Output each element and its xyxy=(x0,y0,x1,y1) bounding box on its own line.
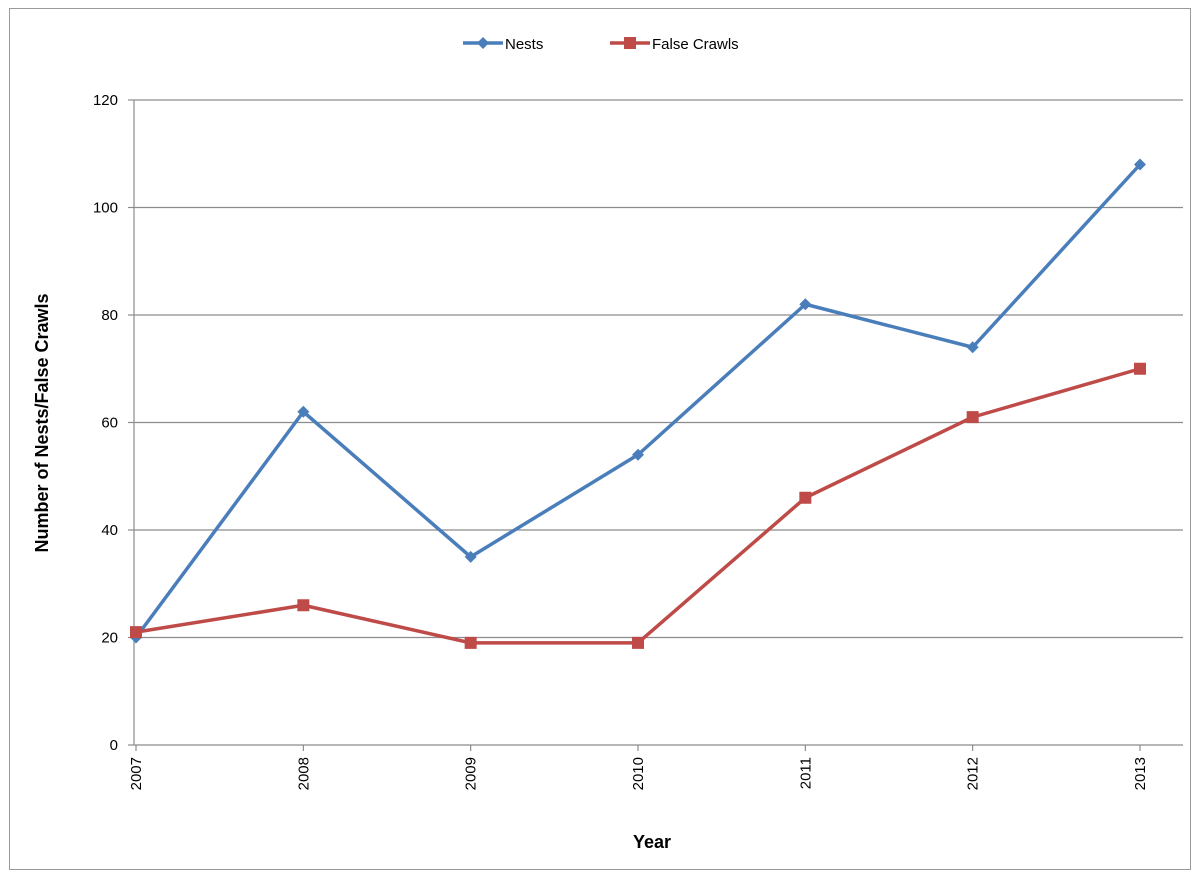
data-point-diamond xyxy=(464,550,477,563)
data-point-diamond xyxy=(966,341,979,354)
x-tick-label: 2012 xyxy=(965,757,982,790)
y-axis-title: Number of Nests/False Crawls xyxy=(32,293,52,552)
data-point-diamond xyxy=(799,298,812,311)
y-tick-label: 20 xyxy=(101,630,118,647)
data-point-square xyxy=(130,626,142,639)
legend: Nests False Crawls xyxy=(463,36,739,53)
data-point-diamond xyxy=(297,405,310,418)
x-tick-label: 2008 xyxy=(295,757,312,790)
series-line xyxy=(134,163,1142,639)
data-point-square xyxy=(297,599,310,612)
legend-item: False Crawls xyxy=(610,36,739,53)
legend-label: Nests xyxy=(505,36,543,53)
series-false-crawls xyxy=(130,362,1146,649)
axes: 0 20 40 60 80 100 120 2007 2008 2009 2010 2011 2012 2… xyxy=(93,92,1183,790)
x-tick-label: 2011 xyxy=(797,757,814,789)
data-point-square xyxy=(464,636,477,649)
y-tick-label: 100 xyxy=(93,200,118,217)
y-tick-label: 0 xyxy=(110,737,118,754)
series-nests xyxy=(130,158,1146,644)
gridlines xyxy=(134,99,1183,639)
data-point-square xyxy=(624,37,636,49)
data-point-square xyxy=(799,491,812,504)
x-tick-label: 2010 xyxy=(630,757,647,790)
chart-frame xyxy=(9,8,1191,870)
data-point-diamond xyxy=(1134,158,1146,171)
legend-label: False Crawls xyxy=(652,36,739,53)
legend-item: Nests xyxy=(463,36,543,53)
x-tick-label: 2007 xyxy=(128,757,145,790)
x-tick-label: 2009 xyxy=(463,757,480,790)
x-axis-title: Year xyxy=(633,832,671,852)
data-point-square xyxy=(1134,362,1146,375)
series-layer xyxy=(130,158,1146,649)
y-tick-label: 120 xyxy=(93,92,118,109)
data-point-square xyxy=(632,636,644,649)
y-tick-label: 40 xyxy=(101,522,118,539)
data-point-diamond xyxy=(632,448,644,461)
x-tick-label: 2013 xyxy=(1132,757,1149,790)
data-point-square xyxy=(966,411,979,424)
y-tick-label: 80 xyxy=(101,307,118,324)
data-point-diamond xyxy=(477,37,489,49)
series-line xyxy=(135,367,1141,645)
y-tick-label: 60 xyxy=(101,415,118,432)
